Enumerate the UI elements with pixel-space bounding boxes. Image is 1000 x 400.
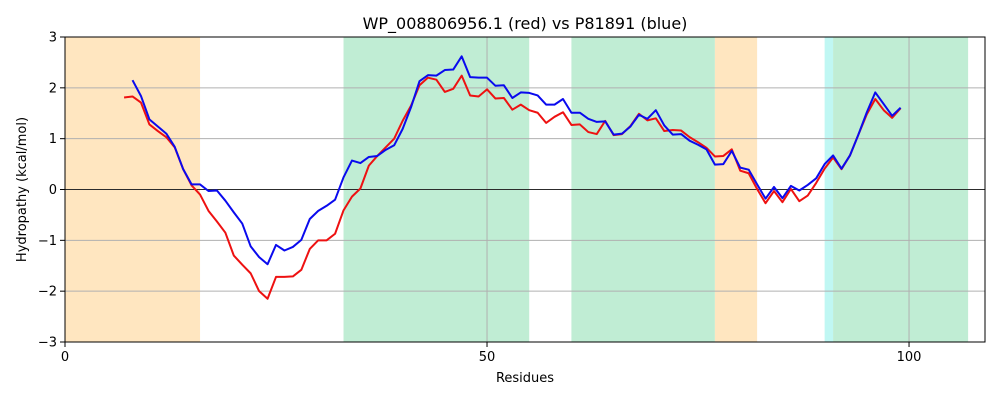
x-tick-label-0: 0	[61, 350, 69, 365]
y-tick-label-0: −3	[38, 336, 57, 351]
series-line-0	[123, 74, 902, 300]
x-tick-label-2: 100	[897, 350, 922, 365]
x-tick-label-1: 50	[479, 350, 496, 365]
y-tick-label-5: 2	[49, 81, 57, 96]
axis-ticks: 0 50 100 −3 −2 −1 0 1 2 3	[38, 31, 922, 366]
series-lines	[123, 55, 902, 300]
y-tick-label-4: 1	[49, 132, 57, 147]
y-axis-title: Hydropathy (kcal/mol)	[15, 117, 30, 262]
y-tick-label-2: −1	[38, 234, 57, 249]
series-line-1	[131, 55, 902, 266]
y-tick-label-6: 3	[49, 31, 57, 46]
chart-title: WP_008806956.1 (red) vs P81891 (blue)	[363, 14, 688, 34]
x-axis-title: Residues	[496, 371, 554, 386]
y-tick-label-3: 0	[49, 183, 57, 198]
y-tick-label-1: −2	[38, 285, 57, 300]
